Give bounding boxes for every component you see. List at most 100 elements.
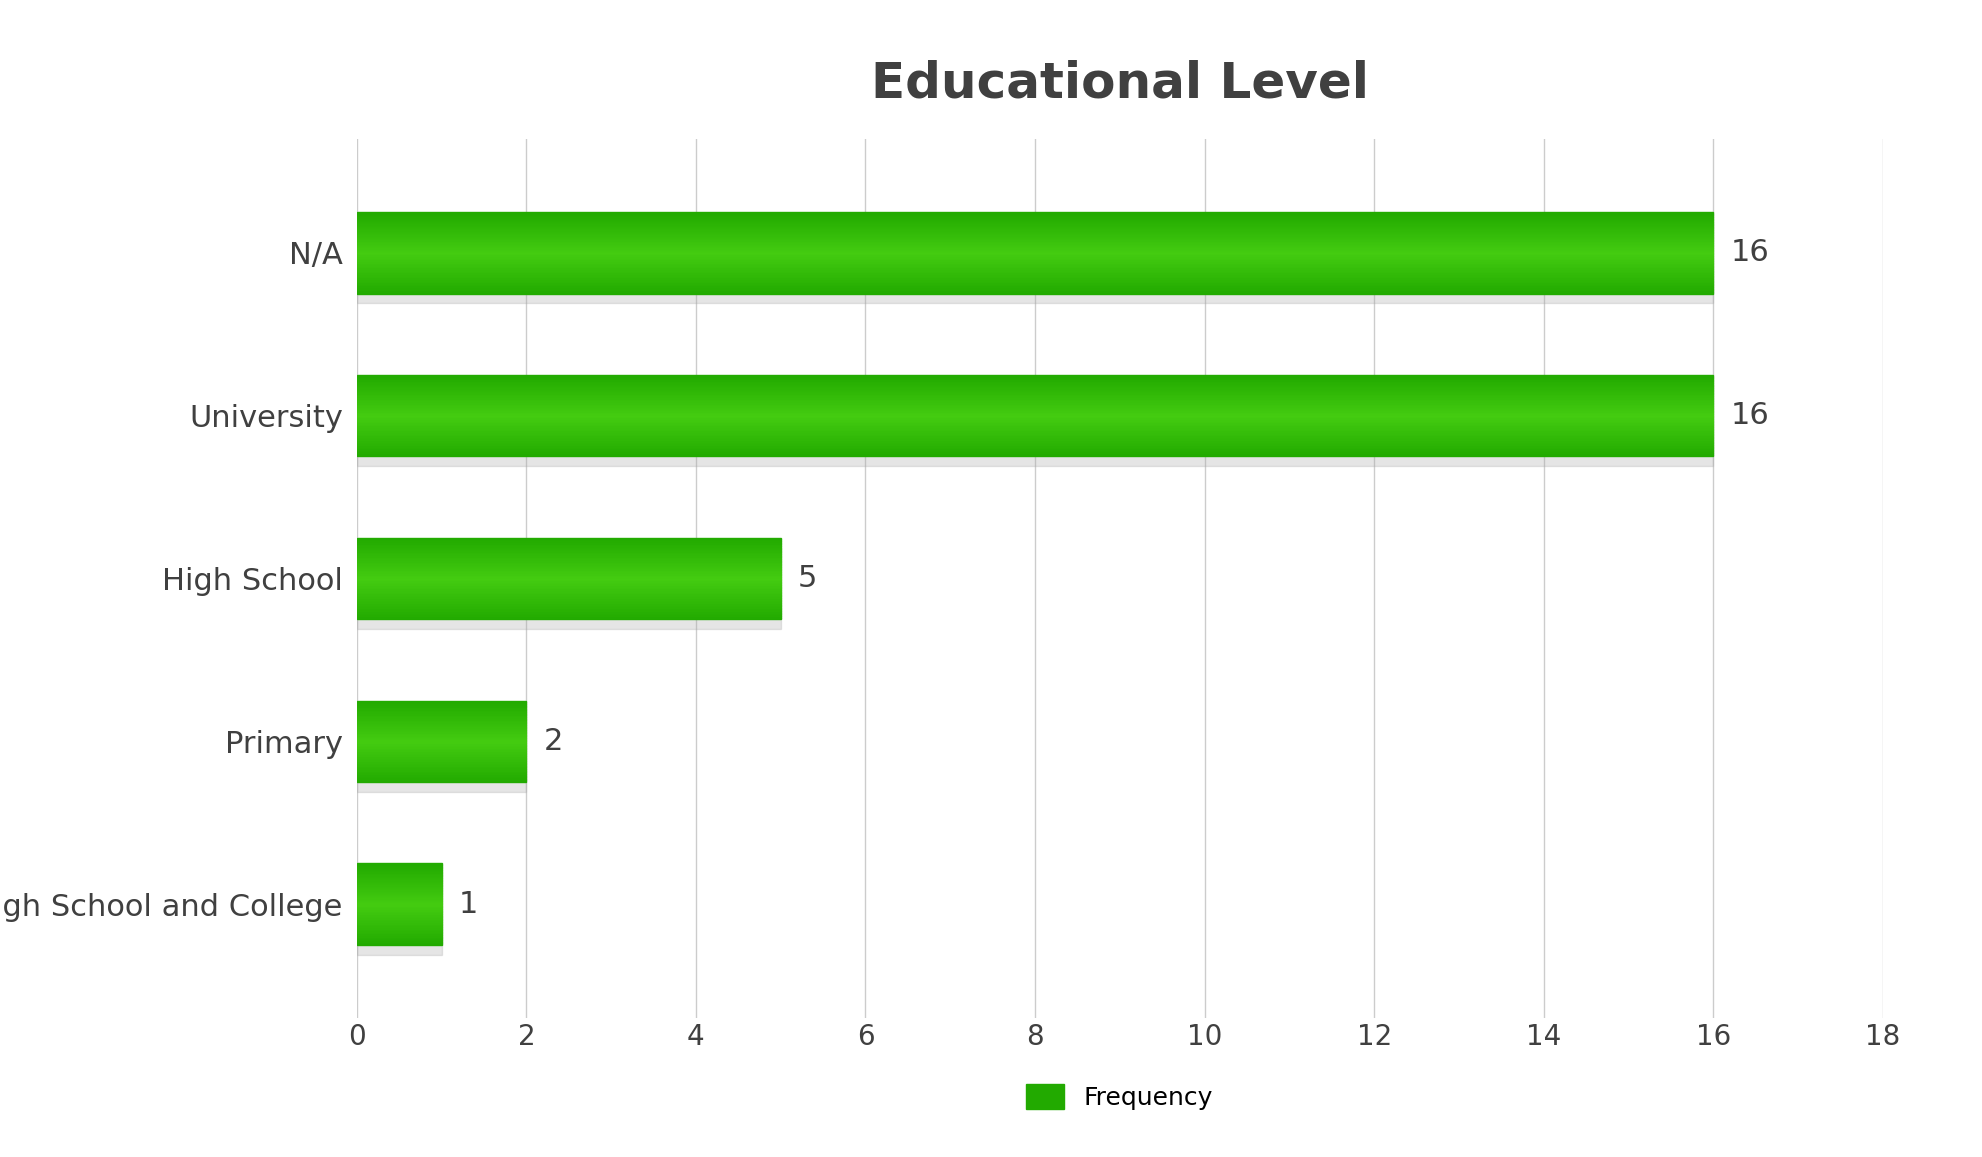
Bar [357,725,527,727]
Bar [357,430,1712,432]
Bar [357,717,527,718]
Bar [357,915,442,918]
Bar [357,922,442,923]
Bar [357,896,442,898]
Bar [357,263,1712,264]
Bar [357,583,781,585]
Bar [357,764,527,766]
Bar [357,870,442,871]
Bar [357,702,527,703]
Bar [357,883,442,885]
Bar [357,756,527,758]
Legend: Frequency: Frequency [1017,1074,1223,1120]
Bar [357,569,781,570]
Bar [357,244,1712,246]
Bar [357,753,527,754]
Bar [357,927,442,929]
Bar [357,550,781,551]
Bar [357,898,442,899]
Bar [357,292,1712,294]
Bar [357,445,1712,447]
Bar [357,410,1712,411]
Bar [357,287,1712,288]
Bar [357,385,1712,386]
Bar [357,588,781,590]
Bar [357,222,1712,303]
Bar [357,572,781,574]
Bar [357,283,1712,286]
Bar [357,614,781,616]
Bar [357,239,1712,242]
Bar [357,596,781,598]
Bar [357,781,527,782]
Bar [357,594,781,595]
Bar [357,761,527,762]
Bar [357,891,442,893]
Bar [357,574,781,575]
Bar [357,877,442,878]
Bar [357,274,1712,275]
Bar [357,451,1712,454]
Bar [357,598,781,599]
Bar [357,939,442,942]
Bar [357,715,527,717]
Bar [357,754,527,756]
Bar [357,415,1712,418]
Bar [357,236,1712,238]
Bar [357,396,1712,398]
Bar [357,419,1712,420]
Bar [357,871,442,874]
Bar [357,427,1712,429]
Bar [357,710,527,712]
Bar [357,901,442,902]
Bar [357,259,1712,261]
Bar [357,580,781,582]
Bar [357,255,1712,256]
Bar [357,234,1712,235]
Bar [357,418,1712,419]
Bar [357,606,781,607]
Bar [357,575,781,577]
Bar [357,595,781,596]
Bar [357,238,1712,239]
Bar [357,412,1712,414]
Bar [357,869,442,870]
Bar [357,772,527,774]
Bar [357,555,781,558]
Bar [357,745,527,746]
Bar [357,280,1712,282]
Bar [357,735,527,737]
Bar [357,282,1712,283]
Bar [357,420,1712,422]
Bar [357,454,1712,455]
Bar [357,738,527,739]
Bar [357,235,1712,236]
Bar [357,375,1712,376]
Bar [357,401,1712,403]
Bar [357,393,1712,395]
Bar [357,887,442,890]
Bar [357,899,442,901]
Bar [357,261,1712,263]
Bar [357,613,781,614]
Bar [357,407,1712,410]
Bar [357,426,1712,427]
Bar [357,270,1712,271]
Bar [357,722,527,723]
Bar [357,942,442,943]
Bar [357,226,1712,227]
Bar [357,248,1712,250]
Bar [357,554,781,555]
Bar [357,242,1712,243]
Bar [357,251,1712,253]
Bar [357,541,781,543]
Bar [357,578,781,580]
Bar [357,703,527,706]
Bar [357,267,1712,270]
Bar [357,563,781,566]
Bar [357,778,527,779]
Bar [357,701,527,702]
Bar [357,429,1712,430]
Bar [357,766,527,767]
Bar [357,266,1712,267]
